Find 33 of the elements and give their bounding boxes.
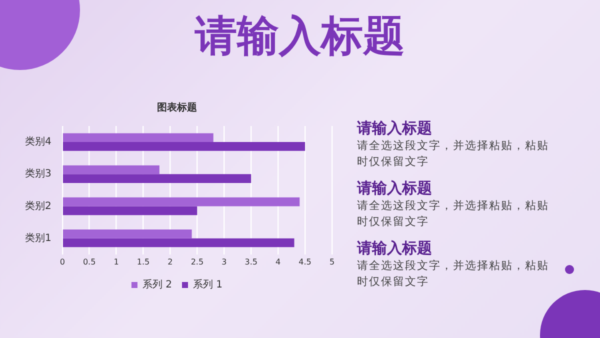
text: 请输入标题 [357, 238, 433, 258]
text: 请全选这段文字，并选择粘贴，粘贴时仅保留文字 [357, 258, 550, 290]
bar [62, 142, 306, 151]
bar [62, 206, 198, 216]
y-tick-label: 类别1 [24, 232, 52, 244]
legend-label: 系列 2 [142, 278, 172, 291]
text: 请全选这段文字，并选择粘贴，粘贴时仅保留文字 [357, 198, 550, 230]
x-tick-label: 1.5 [136, 257, 150, 266]
text: 请输入标题 [357, 178, 433, 198]
bar [62, 230, 192, 238]
bar [62, 133, 214, 142]
y-tick-label: 类别4 [24, 136, 52, 148]
bar [62, 174, 252, 183]
x-tick-label: 5 [329, 257, 335, 266]
x-tick-label: 0.5 [82, 257, 96, 266]
y-tick-label: 类别2 [24, 200, 52, 212]
x-tick-label: 2 [168, 257, 173, 266]
bar [62, 197, 300, 206]
x-tick-label: 4 [276, 257, 281, 266]
x-tick-label: 4.5 [298, 257, 312, 266]
text: 请输入标题 [194, 10, 406, 62]
legend-label: 系列 1 [193, 278, 223, 291]
bar [62, 165, 160, 174]
x-tick-label: 0 [60, 257, 65, 266]
y-tick-label: 类别3 [24, 168, 52, 180]
x-tick-label: 3.5 [244, 257, 258, 266]
x-tick-label: 1 [114, 257, 119, 266]
x-tick-label: 2.5 [190, 257, 204, 266]
x-tick-label: 3 [222, 257, 227, 266]
bar [62, 238, 294, 248]
text: 请输入标题 [357, 118, 433, 138]
text: 请全选这段文字，并选择粘贴，粘贴时仅保留文字 [357, 138, 550, 170]
chart-title: 图表标题 [157, 102, 197, 114]
